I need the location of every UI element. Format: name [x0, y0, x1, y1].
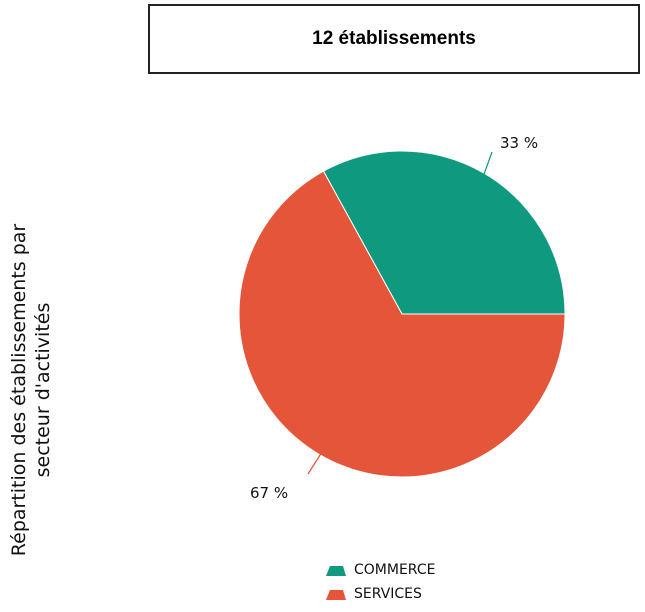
legend-swatch-commerce: [326, 566, 346, 576]
slice-label-services: 67 %: [250, 484, 288, 502]
legend: COMMERCE SERVICES: [324, 558, 435, 606]
leader-line-services: [307, 451, 323, 475]
leader-line-commerce: [482, 151, 493, 178]
legend-item-commerce: COMMERCE: [324, 558, 435, 582]
slice-label-commerce: 33 %: [500, 134, 538, 152]
legend-swatch-services: [326, 590, 346, 600]
pie-slice-services: [238, 170, 566, 478]
legend-label-services: SERVICES: [354, 586, 422, 602]
pie-slice-commerce: [322, 150, 566, 315]
chart-title: 12 établissements: [312, 28, 476, 49]
legend-item-services: SERVICES: [324, 582, 435, 606]
legend-label-commerce: COMMERCE: [354, 562, 436, 578]
title-box: 12 établissements: [148, 4, 640, 74]
